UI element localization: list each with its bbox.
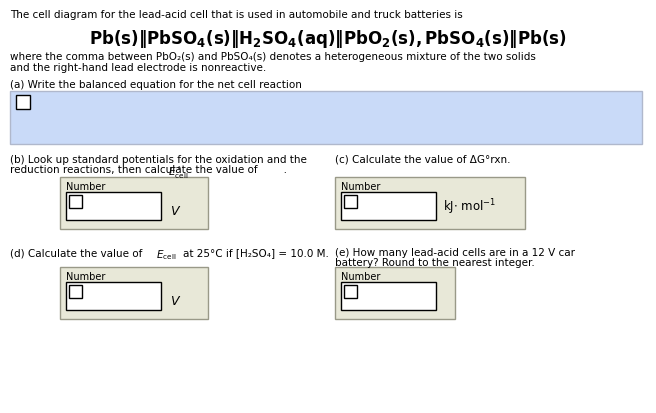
Text: battery? Round to the nearest integer.: battery? Round to the nearest integer.: [335, 257, 535, 267]
Text: kJ$\cdot$ mol$^{-1}$: kJ$\cdot$ mol$^{-1}$: [443, 197, 496, 216]
Text: (e) How many lead-acid cells are in a 12 V car: (e) How many lead-acid cells are in a 12…: [335, 247, 575, 257]
Bar: [69, 195, 82, 209]
Bar: [341, 192, 436, 221]
Text: reduction reactions, then calculate the value of        .: reduction reactions, then calculate the …: [10, 165, 287, 175]
Bar: [16, 96, 30, 110]
Bar: [60, 178, 208, 230]
Text: Number: Number: [341, 182, 380, 192]
Text: where the comma between PbO₂(s) and PbSO₄(s) denotes a heterogeneous mixture of : where the comma between PbO₂(s) and PbSO…: [10, 52, 536, 62]
Bar: [66, 282, 161, 310]
Bar: [60, 267, 208, 319]
Text: Number: Number: [66, 182, 106, 192]
Text: $\mathbf{Pb(s)\|PbSO_4(s)\|H_2SO_4(aq)\|PbO_2(s),PbSO_4(s)\|Pb(s)}$: $\mathbf{Pb(s)\|PbSO_4(s)\|H_2SO_4(aq)\|…: [89, 28, 567, 50]
Text: and the right-hand lead electrode is nonreactive.: and the right-hand lead electrode is non…: [10, 63, 266, 73]
Text: (d) Calculate the value of: (d) Calculate the value of: [10, 247, 142, 257]
Bar: [66, 192, 161, 221]
Text: (b) Look up standard potentials for the oxidation and the: (b) Look up standard potentials for the …: [10, 154, 307, 165]
Bar: [341, 282, 436, 310]
Text: $E_{\mathrm{cell}}$: $E_{\mathrm{cell}}$: [156, 247, 176, 261]
Text: (a) Write the balanced equation for the net cell reaction: (a) Write the balanced equation for the …: [10, 80, 302, 90]
Bar: [335, 178, 525, 230]
Text: Number: Number: [341, 271, 380, 281]
Text: V: V: [170, 294, 178, 307]
Text: Number: Number: [66, 271, 106, 281]
Bar: [10, 92, 642, 145]
Text: (c) Calculate the value of ΔG°rxn.: (c) Calculate the value of ΔG°rxn.: [335, 154, 510, 165]
Text: $E^\circ_{\mathrm{cell}}$: $E^\circ_{\mathrm{cell}}$: [168, 165, 188, 180]
Bar: [344, 285, 357, 298]
Bar: [69, 285, 82, 298]
Bar: [344, 195, 357, 209]
Text: The cell diagram for the lead-acid cell that is used in automobile and truck bat: The cell diagram for the lead-acid cell …: [10, 10, 462, 20]
Bar: [335, 267, 455, 319]
Text: V: V: [170, 204, 178, 218]
Text: at 25°C if [H₂SO₄] = 10.0 M.: at 25°C if [H₂SO₄] = 10.0 M.: [183, 247, 329, 257]
